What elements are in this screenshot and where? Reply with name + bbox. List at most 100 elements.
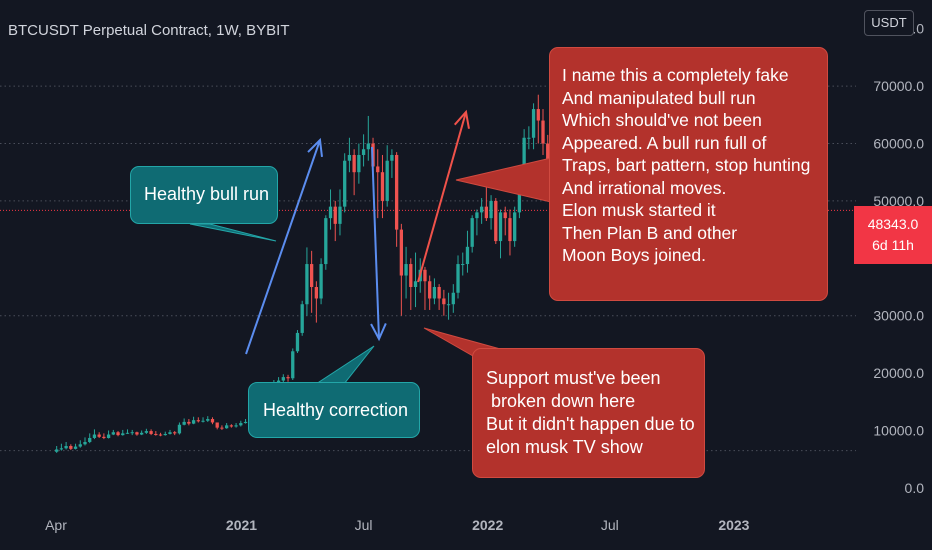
candle-body xyxy=(309,264,314,288)
candle-body xyxy=(187,421,191,424)
candle-body xyxy=(498,212,503,242)
x-tick-label: 2022 xyxy=(472,517,503,533)
callout-line: Healthy bull run xyxy=(144,184,270,204)
candle-body xyxy=(69,446,73,449)
y-tick-label: 0.0 xyxy=(905,480,925,496)
candle-body xyxy=(508,218,512,242)
candle-body xyxy=(479,206,484,213)
candle-body xyxy=(352,154,356,173)
candle-body xyxy=(64,446,68,449)
candle-body xyxy=(442,298,446,305)
callout-line: elon musk TV show xyxy=(486,437,643,457)
x-tick-label: Jul xyxy=(355,517,373,533)
candle-body xyxy=(210,419,215,423)
callout-healthy-bull-run[interactable]: Healthy bull run xyxy=(130,166,278,224)
callout-line: Healthy correction xyxy=(263,400,409,420)
callout-line: Then Plan B and other xyxy=(562,222,738,243)
candle-body xyxy=(413,281,418,288)
x-tick-label: 2023 xyxy=(718,517,749,533)
y-tick-label: 30000.0 xyxy=(873,308,924,324)
candle-body xyxy=(182,421,186,425)
candle-body xyxy=(399,229,404,276)
candle-body xyxy=(92,434,97,438)
candle-body xyxy=(243,421,248,424)
candle-body xyxy=(102,436,106,438)
candle-body xyxy=(295,332,300,352)
candle-body xyxy=(177,424,182,434)
y-tick-label: 20000.0 xyxy=(873,365,924,381)
callout-line: And irrational moves. xyxy=(562,177,727,198)
candle-body xyxy=(196,420,200,422)
callout-healthy-correction[interactable]: Healthy correction xyxy=(248,382,420,438)
candle-body xyxy=(158,434,163,436)
y-tick-label: 10000.0 xyxy=(873,423,924,439)
candle-body xyxy=(456,264,460,293)
candle-body xyxy=(239,423,243,426)
candle-body xyxy=(328,206,333,219)
callout-line: I name this a completely fake xyxy=(562,65,789,85)
candle-body xyxy=(121,433,125,436)
candle-body xyxy=(394,154,399,230)
candle-body xyxy=(347,154,352,161)
candle-body xyxy=(404,264,408,276)
candle-body xyxy=(220,427,224,429)
arrowhead xyxy=(453,109,470,129)
candle-body xyxy=(173,432,177,434)
arrow-line xyxy=(417,111,467,283)
candle-body xyxy=(343,160,347,207)
callout-line: broken down here xyxy=(486,391,636,411)
candle-body xyxy=(163,433,167,436)
candle-body xyxy=(338,206,342,224)
candle-body xyxy=(361,149,366,155)
candle-body xyxy=(531,109,536,138)
candle-body xyxy=(451,292,455,305)
candle-body xyxy=(461,264,465,266)
candle-body xyxy=(470,218,474,247)
candle-body xyxy=(130,432,134,434)
candle-body xyxy=(149,431,153,434)
candle-body xyxy=(144,431,149,433)
callout-line: Elon musk started it xyxy=(562,200,716,220)
callout-support[interactable]: Support must've been broken down here Bu… xyxy=(472,348,705,478)
candle-body xyxy=(224,425,229,429)
callout-line: Appeared. A bull run full of xyxy=(562,132,767,153)
callout-line: Which should've not been xyxy=(562,110,762,130)
candle-body xyxy=(201,420,205,422)
arrowhead xyxy=(370,323,387,342)
currency-button[interactable]: USDT xyxy=(864,10,914,36)
candle-body xyxy=(154,433,158,435)
candle-body xyxy=(536,109,540,121)
x-tick-label: Jul xyxy=(601,517,619,533)
y-tick-label: 70000.0 xyxy=(873,78,924,94)
candle-body xyxy=(276,380,281,383)
x-tick-label: 2021 xyxy=(226,517,257,533)
candle-body xyxy=(527,137,531,139)
candle-body xyxy=(55,449,59,452)
candle-body xyxy=(314,287,319,299)
candle-body xyxy=(59,448,64,450)
candle-body xyxy=(286,377,290,379)
callout-line: Support must've been xyxy=(486,368,661,388)
candle-body xyxy=(215,422,219,428)
candle-body xyxy=(88,437,92,442)
callout-fake-bull-run[interactable]: I name this a completely fake And manipu… xyxy=(549,47,828,301)
y-tick-label: 60000.0 xyxy=(873,136,924,152)
candle-body xyxy=(465,246,470,265)
candle-body xyxy=(385,160,389,201)
candle-body xyxy=(428,281,432,299)
arrowhead xyxy=(307,137,323,158)
x-tick-label: Apr xyxy=(45,517,67,533)
candle-body xyxy=(305,264,309,305)
candle-body xyxy=(111,432,115,435)
callout-line: Moon Boys joined. xyxy=(562,245,706,265)
candle-body xyxy=(484,206,489,219)
candle-body xyxy=(446,304,451,306)
candle-body xyxy=(78,444,82,447)
candle-body xyxy=(437,287,441,299)
candle-body xyxy=(409,264,413,288)
candle-body xyxy=(494,200,498,242)
chart-title: BTCUSDT Perpetual Contract, 1W, BYBIT xyxy=(8,22,290,39)
callout-line: Traps, bart pattern, stop hunting xyxy=(562,155,811,175)
candle-body xyxy=(116,432,120,436)
